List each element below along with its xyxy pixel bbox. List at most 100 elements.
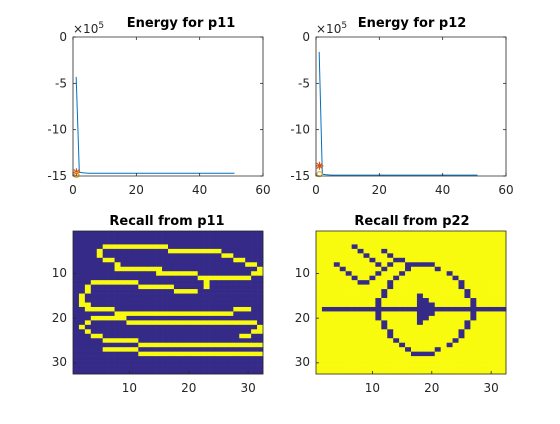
heatmap-cell — [440, 280, 447, 285]
heatmap-cell — [120, 239, 127, 245]
heatmap-cell — [482, 293, 489, 299]
heatmap-cell — [185, 302, 193, 308]
heatmap-cell — [387, 253, 394, 259]
heatmap-cell — [144, 360, 151, 366]
heatmap-cell — [428, 266, 436, 272]
heatmap-cell — [179, 239, 187, 245]
heatmap-cell — [488, 231, 495, 236]
heatmap-cell — [108, 289, 115, 294]
heatmap-cell — [488, 333, 495, 339]
heatmap-cell — [411, 360, 418, 366]
energy-p12-xtick-40: 40 — [435, 183, 450, 197]
heatmap-cell — [488, 248, 495, 254]
heatmap-cell — [500, 284, 507, 290]
heatmap-cell — [144, 365, 151, 370]
heatmap-cell — [96, 262, 103, 268]
heatmap-cell — [156, 298, 163, 303]
heatmap-cell — [203, 302, 210, 308]
heatmap-cell — [446, 324, 453, 330]
heatmap-cell — [363, 293, 370, 299]
heatmap-cell — [102, 248, 109, 254]
heatmap-cell — [84, 231, 92, 236]
heatmap-cell — [90, 347, 98, 352]
heatmap-cell — [120, 320, 127, 326]
heatmap-cell — [197, 320, 204, 326]
heatmap-cell — [458, 244, 465, 250]
heatmap-cell — [173, 306, 181, 312]
heatmap-cell — [363, 257, 370, 263]
heatmap-cell — [488, 280, 495, 285]
heatmap-cell — [375, 248, 382, 254]
heatmap-cell — [233, 235, 240, 241]
heatmap-cell — [173, 311, 181, 317]
heatmap-cell — [333, 311, 341, 317]
heatmap-cell — [251, 289, 258, 294]
heatmap-cell — [126, 271, 133, 276]
heatmap-cell — [327, 280, 335, 285]
heatmap-cell — [476, 302, 483, 308]
heatmap-cell — [434, 333, 441, 339]
heatmap-cell — [434, 293, 441, 299]
heatmap-cell — [333, 356, 341, 361]
heatmap-cell — [78, 257, 86, 263]
heatmap-cell — [156, 351, 163, 357]
heatmap-cell — [494, 329, 501, 335]
recall-p22-ytick-10: 10 — [295, 266, 310, 280]
heatmap-cell — [108, 275, 115, 281]
heatmap-cell — [96, 235, 103, 241]
heatmap-cell — [120, 351, 127, 357]
heatmap-cell — [245, 320, 252, 326]
heatmap-cell — [227, 244, 234, 250]
heatmap-cell — [197, 271, 204, 276]
heatmap-cell — [73, 244, 80, 250]
heatmap-cell — [132, 244, 139, 250]
heatmap-cell — [434, 289, 441, 294]
heatmap-cell — [126, 338, 133, 344]
heatmap-cell — [209, 298, 216, 303]
heatmap-cell — [411, 253, 418, 259]
heatmap-cell — [339, 302, 346, 308]
heatmap-cell — [500, 275, 507, 281]
heatmap-cell — [191, 324, 198, 330]
heatmap-cell — [470, 284, 477, 290]
heatmap-cell — [393, 275, 400, 281]
heatmap-cell — [156, 347, 163, 352]
energy-series-line-0 — [318, 51, 478, 176]
heatmap-cell — [321, 253, 329, 259]
heatmap-cell — [150, 347, 157, 352]
heatmap-cell — [90, 311, 98, 317]
heatmap-cell — [464, 320, 471, 326]
heatmap-cell — [191, 342, 198, 348]
heatmap-cell — [96, 329, 103, 335]
heatmap-cell — [351, 239, 358, 245]
heatmap-cell — [126, 239, 133, 245]
heatmap-cell — [78, 280, 86, 285]
heatmap-cell — [173, 275, 181, 281]
heatmap-cell — [120, 324, 127, 330]
heatmap-cell — [209, 306, 216, 312]
heatmap-cell — [73, 262, 80, 268]
heatmap-cell — [345, 248, 352, 254]
heatmap-cell — [245, 365, 252, 370]
heatmap-cell — [440, 239, 447, 245]
heatmap-cell — [387, 284, 394, 290]
heatmap-cell — [440, 342, 447, 348]
heatmap-cell — [422, 333, 430, 339]
heatmap-cell — [339, 365, 346, 370]
heatmap-cell — [375, 257, 382, 263]
heatmap-cell — [120, 257, 127, 263]
heatmap-cell — [494, 324, 501, 330]
heatmap-cell — [102, 231, 109, 236]
heatmap-cell — [500, 347, 507, 352]
heatmap-cell — [257, 298, 264, 303]
heatmap-cell — [316, 320, 323, 326]
heatmap-cell — [84, 262, 92, 268]
heatmap-cell — [452, 324, 459, 330]
heatmap-cell — [203, 338, 210, 344]
heatmap-cell — [422, 356, 430, 361]
heatmap-cell — [321, 360, 329, 366]
heatmap-cell — [239, 338, 246, 344]
heatmap-cell — [428, 360, 436, 366]
heatmap-cell — [257, 248, 264, 254]
heatmap-cell — [108, 302, 115, 308]
